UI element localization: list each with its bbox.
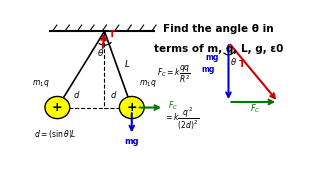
Text: $m_1q$: $m_1q$ — [32, 78, 50, 89]
Text: $\theta$: $\theta$ — [97, 47, 104, 58]
Text: $= k\dfrac{q^2}{(2d)^2}$: $= k\dfrac{q^2}{(2d)^2}$ — [164, 105, 199, 132]
Text: $m_1q$: $m_1q$ — [139, 78, 157, 89]
Ellipse shape — [45, 96, 70, 119]
Text: Find the angle θ in: Find the angle θ in — [163, 24, 274, 34]
Text: $F_C$: $F_C$ — [168, 100, 178, 112]
Text: mg: mg — [205, 53, 219, 62]
Text: +: + — [126, 101, 137, 114]
Text: d: d — [110, 91, 116, 100]
Text: terms of m, q, L, g, ε0: terms of m, q, L, g, ε0 — [154, 44, 283, 54]
Text: T: T — [238, 60, 245, 69]
Text: $d = (\sin\theta)L$: $d = (\sin\theta)L$ — [34, 128, 76, 140]
Text: $F_C$: $F_C$ — [250, 103, 261, 115]
Text: d: d — [73, 91, 79, 100]
Ellipse shape — [119, 96, 144, 119]
Text: L: L — [124, 60, 129, 69]
Text: +: + — [52, 101, 63, 114]
Text: $\theta$: $\theta$ — [230, 56, 237, 67]
Text: mg: mg — [202, 65, 215, 74]
Text: T: T — [109, 30, 115, 39]
Text: mg: mg — [124, 137, 139, 146]
Text: $F_C = k\dfrac{qq}{R^2}$: $F_C = k\dfrac{qq}{R^2}$ — [156, 63, 190, 85]
